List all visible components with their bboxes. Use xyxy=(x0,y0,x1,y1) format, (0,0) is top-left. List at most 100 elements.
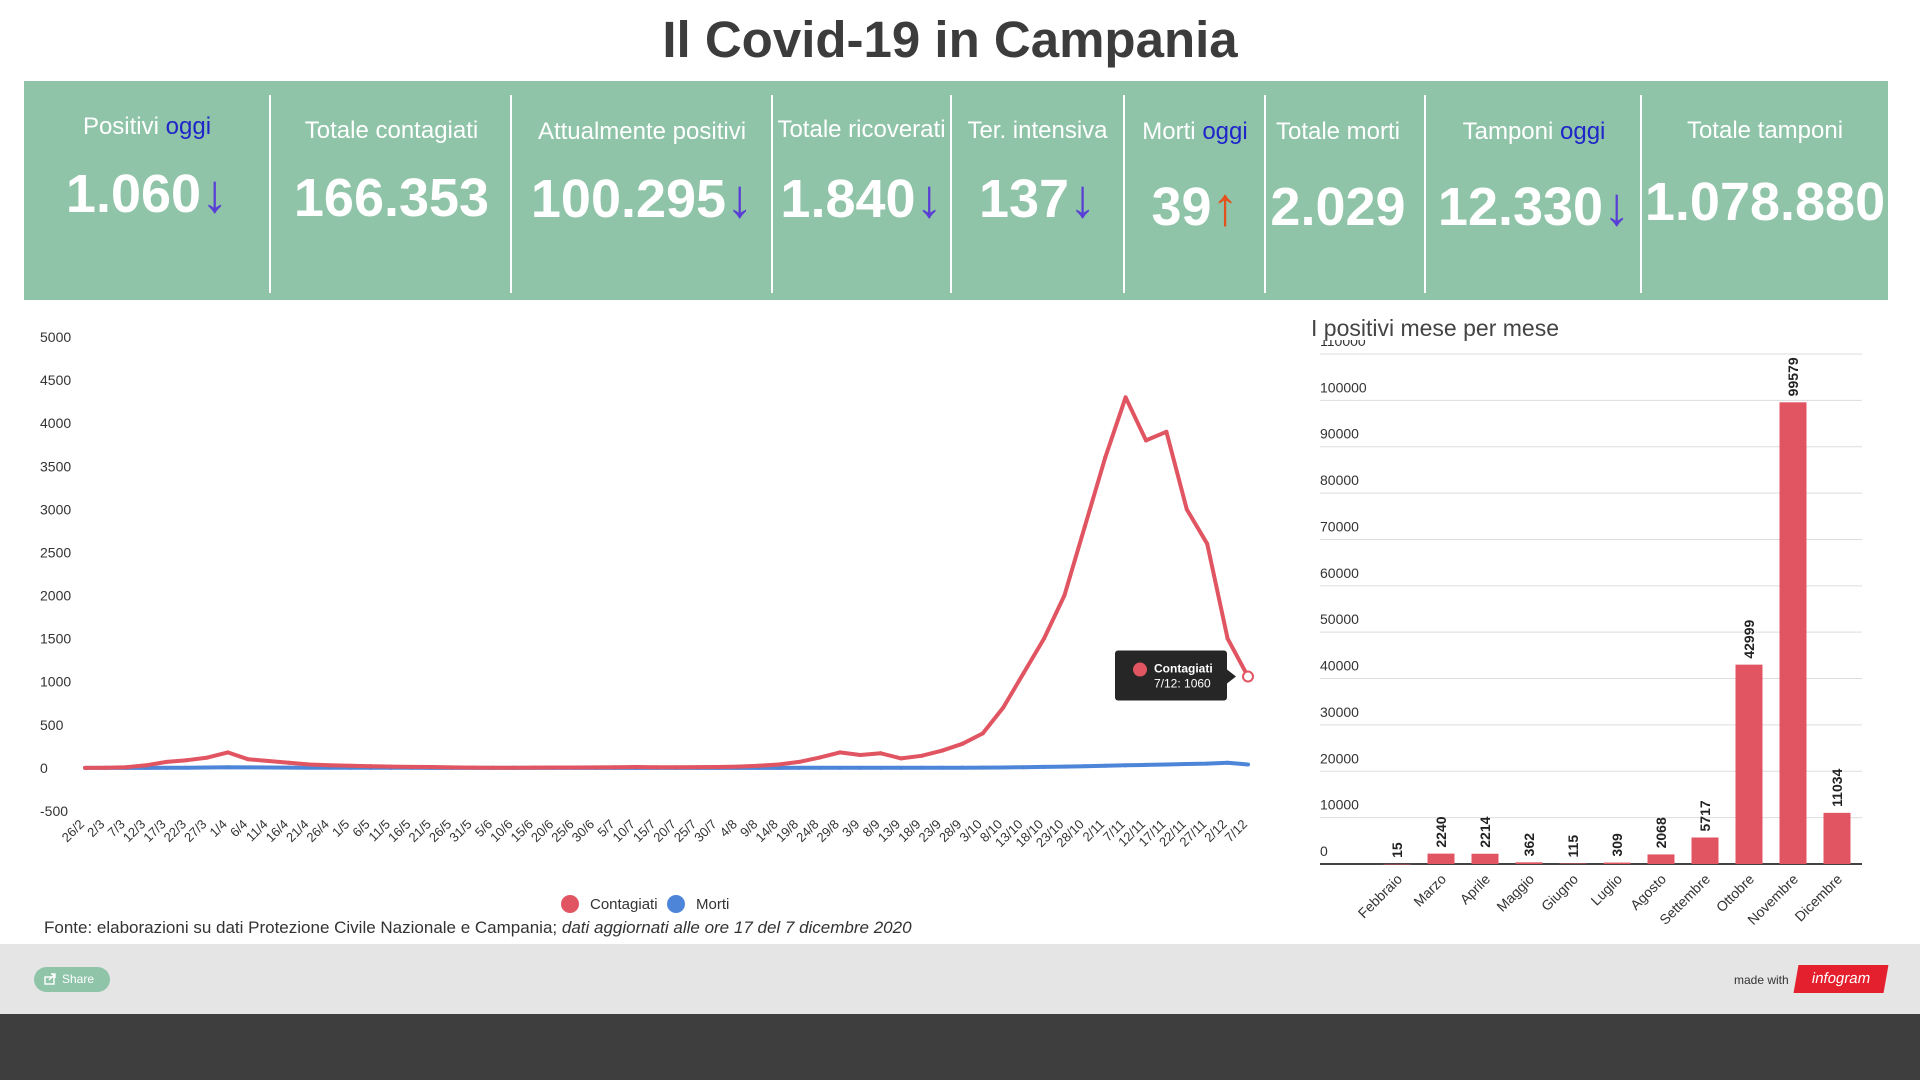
data-point-contagiati[interactable] xyxy=(1082,524,1087,529)
data-point-morti[interactable] xyxy=(246,765,251,770)
data-point-morti[interactable] xyxy=(817,765,822,770)
data-point-contagiati[interactable] xyxy=(368,764,373,769)
data-point-contagiati[interactable] xyxy=(1143,438,1148,443)
data-point-contagiati[interactable] xyxy=(83,765,87,770)
data-point-contagiati[interactable] xyxy=(756,763,761,768)
data-point-contagiati[interactable] xyxy=(123,765,128,770)
data-point-morti[interactable] xyxy=(1225,760,1230,765)
data-point-contagiati[interactable] xyxy=(735,764,740,769)
data-point-contagiati[interactable] xyxy=(613,765,618,770)
data-point-contagiati[interactable] xyxy=(144,763,149,768)
data-point-morti[interactable] xyxy=(939,765,944,770)
data-point-morti[interactable] xyxy=(1123,763,1128,768)
bar[interactable] xyxy=(1735,664,1763,864)
data-point-morti[interactable] xyxy=(960,765,965,770)
data-point-contagiati[interactable] xyxy=(1041,636,1046,641)
data-point-contagiati[interactable] xyxy=(858,752,863,757)
data-point-contagiati[interactable] xyxy=(470,765,475,770)
data-point-contagiati[interactable] xyxy=(674,765,679,770)
data-point-contagiati[interactable] xyxy=(531,765,536,770)
data-point-morti[interactable] xyxy=(1062,764,1067,769)
data-point-morti[interactable] xyxy=(185,765,190,770)
data-point-contagiati[interactable] xyxy=(429,765,434,770)
series-line-contagiati[interactable] xyxy=(84,395,1250,770)
bar[interactable] xyxy=(1647,854,1675,864)
data-point-contagiati[interactable] xyxy=(1225,636,1230,641)
data-point-morti[interactable] xyxy=(797,765,802,770)
data-point-contagiati[interactable] xyxy=(899,756,904,761)
bar[interactable] xyxy=(1515,862,1543,864)
data-point-morti[interactable] xyxy=(307,765,312,770)
data-point-contagiati[interactable] xyxy=(450,765,455,770)
data-point-contagiati[interactable] xyxy=(695,765,700,770)
data-point-morti[interactable] xyxy=(919,765,924,770)
data-point-contagiati[interactable] xyxy=(593,765,598,770)
data-point-contagiati[interactable] xyxy=(164,759,169,764)
data-point-contagiati[interactable] xyxy=(511,765,516,770)
data-point-contagiati[interactable] xyxy=(939,748,944,753)
data-point-contagiati[interactable] xyxy=(654,765,659,770)
data-point-contagiati[interactable] xyxy=(1123,395,1128,400)
data-point-morti[interactable] xyxy=(899,765,904,770)
data-point-contagiati[interactable] xyxy=(1062,593,1067,598)
data-point-contagiati[interactable] xyxy=(266,759,271,764)
data-point-contagiati[interactable] xyxy=(246,757,251,762)
data-point-contagiati[interactable] xyxy=(919,753,924,758)
data-point-contagiati[interactable] xyxy=(1021,671,1026,676)
bar[interactable] xyxy=(1823,812,1851,864)
data-point-morti[interactable] xyxy=(1205,761,1210,766)
data-point-morti[interactable] xyxy=(1184,762,1189,767)
data-point-contagiati[interactable] xyxy=(1164,429,1169,434)
data-point-contagiati[interactable] xyxy=(287,760,292,765)
data-point-contagiati[interactable] xyxy=(1184,507,1189,512)
data-point-contagiati[interactable] xyxy=(572,765,577,770)
chart-legend[interactable]: Contagiati Morti xyxy=(561,895,729,913)
legend-swatch[interactable] xyxy=(667,895,685,913)
data-point-morti[interactable] xyxy=(878,765,883,770)
active-point[interactable] xyxy=(1242,670,1254,683)
data-point-morti[interactable] xyxy=(1001,765,1006,770)
data-point-morti[interactable] xyxy=(266,765,271,770)
data-point-contagiati[interactable] xyxy=(878,751,883,756)
data-point-contagiati[interactable] xyxy=(205,755,210,760)
data-point-contagiati[interactable] xyxy=(1103,455,1108,460)
data-point-contagiati[interactable] xyxy=(185,758,190,763)
data-point-contagiati[interactable] xyxy=(960,741,965,746)
bar[interactable] xyxy=(1427,853,1455,864)
legend-label[interactable]: Morti xyxy=(696,896,729,913)
data-point-contagiati[interactable] xyxy=(307,762,312,767)
data-point-morti[interactable] xyxy=(1103,763,1108,768)
data-point-contagiati[interactable] xyxy=(797,759,802,764)
data-point-contagiati[interactable] xyxy=(1205,541,1210,546)
data-point-contagiati[interactable] xyxy=(633,765,638,770)
data-point-morti[interactable] xyxy=(980,765,985,770)
bar[interactable] xyxy=(1603,862,1631,864)
bar[interactable] xyxy=(1383,863,1411,865)
data-point-morti[interactable] xyxy=(225,765,230,770)
data-point-morti[interactable] xyxy=(1246,762,1250,767)
data-point-contagiati[interactable] xyxy=(837,750,842,755)
data-point-morti[interactable] xyxy=(1021,765,1026,770)
data-point-contagiati[interactable] xyxy=(491,765,496,770)
data-point-contagiati[interactable] xyxy=(225,750,230,755)
data-point-contagiati[interactable] xyxy=(776,762,781,767)
data-point-morti[interactable] xyxy=(858,765,863,770)
data-point-contagiati[interactable] xyxy=(817,755,822,760)
data-point-contagiati[interactable] xyxy=(1001,705,1006,710)
legend-label[interactable]: Contagiati xyxy=(590,896,658,913)
data-point-morti[interactable] xyxy=(205,765,210,770)
data-point-morti[interactable] xyxy=(1143,762,1148,767)
bar[interactable] xyxy=(1691,837,1719,864)
data-point-contagiati[interactable] xyxy=(327,763,332,768)
bar[interactable] xyxy=(1779,402,1807,864)
infogram-logo[interactable]: infogram xyxy=(1793,965,1889,993)
bar[interactable] xyxy=(1559,863,1587,864)
bar[interactable] xyxy=(1471,853,1499,864)
share-button[interactable]: Share xyxy=(34,967,110,992)
data-point-morti[interactable] xyxy=(287,765,292,770)
data-point-contagiati[interactable] xyxy=(980,731,985,736)
data-point-morti[interactable] xyxy=(776,765,781,770)
data-point-contagiati[interactable] xyxy=(389,764,394,769)
data-point-contagiati[interactable] xyxy=(103,765,108,770)
data-point-contagiati[interactable] xyxy=(715,765,720,770)
